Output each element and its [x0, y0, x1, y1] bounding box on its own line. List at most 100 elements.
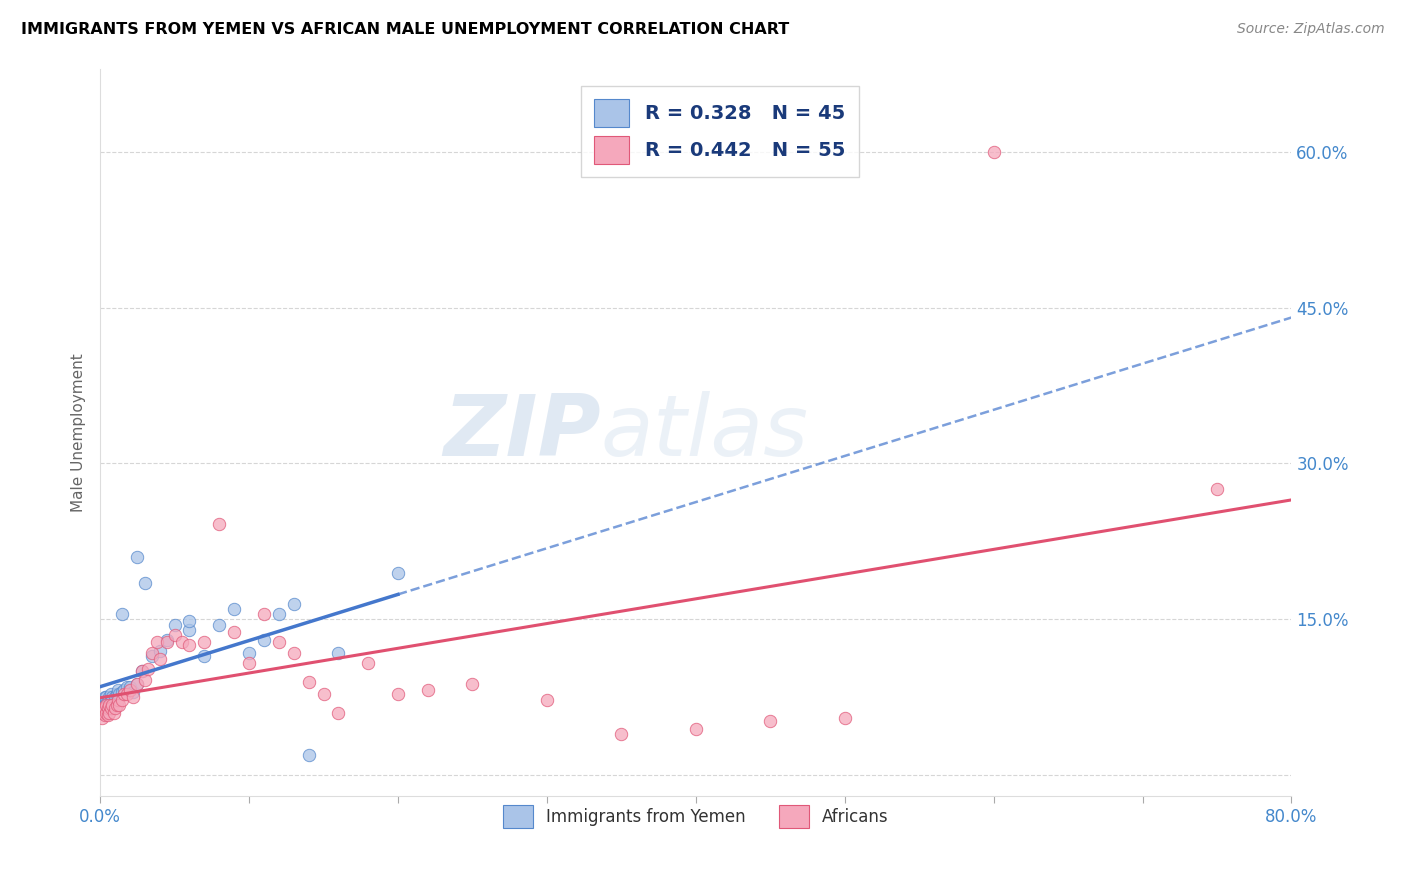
Point — [103, 696, 125, 710]
Point — [312, 687, 335, 701]
Point — [536, 693, 558, 707]
Point — [105, 687, 128, 701]
Point — [328, 706, 350, 720]
Point — [91, 700, 114, 714]
Point — [98, 706, 121, 720]
Point — [118, 683, 141, 698]
Point — [93, 708, 115, 723]
Point — [104, 700, 127, 714]
Point — [283, 597, 305, 611]
Point — [983, 145, 1005, 159]
Point — [93, 700, 115, 714]
Point — [93, 698, 115, 712]
Point — [90, 706, 112, 720]
Point — [759, 714, 782, 729]
Point — [122, 690, 145, 705]
Point — [179, 615, 201, 629]
Point — [834, 711, 856, 725]
Point — [98, 698, 121, 712]
Point — [104, 690, 127, 705]
Point — [108, 698, 131, 712]
Point — [328, 646, 350, 660]
Point — [238, 656, 260, 670]
Point — [118, 680, 141, 694]
Point — [97, 693, 120, 707]
Point — [105, 698, 128, 712]
Point — [141, 648, 163, 663]
Point — [94, 706, 117, 720]
Point — [91, 706, 114, 720]
Point — [91, 700, 114, 714]
Point — [224, 624, 246, 639]
Point — [107, 683, 129, 698]
Text: atlas: atlas — [600, 391, 808, 474]
Point — [101, 698, 124, 712]
Point — [134, 576, 156, 591]
Point — [97, 700, 120, 714]
Point — [131, 665, 153, 679]
Point — [127, 677, 149, 691]
Point — [283, 646, 305, 660]
Point — [163, 617, 186, 632]
Point — [127, 549, 149, 564]
Point — [208, 516, 231, 531]
Point — [156, 635, 179, 649]
Point — [1206, 483, 1229, 497]
Point — [156, 633, 179, 648]
Point — [136, 662, 159, 676]
Point — [90, 711, 112, 725]
Point — [111, 685, 134, 699]
Point — [112, 683, 135, 698]
Point — [101, 690, 124, 705]
Point — [98, 690, 121, 705]
Point — [387, 687, 409, 701]
Point — [145, 635, 167, 649]
Point — [131, 665, 153, 679]
Point — [127, 677, 149, 691]
Point — [179, 623, 201, 637]
Point — [100, 700, 122, 714]
Point — [163, 628, 186, 642]
Point — [224, 602, 246, 616]
Point — [122, 685, 145, 699]
Point — [179, 639, 201, 653]
Y-axis label: Male Unemployment: Male Unemployment — [72, 353, 86, 512]
Point — [387, 566, 409, 580]
Point — [149, 643, 172, 657]
Point — [141, 646, 163, 660]
Point — [610, 727, 633, 741]
Point — [100, 693, 122, 707]
Point — [111, 693, 134, 707]
Point — [108, 687, 131, 701]
Point — [267, 635, 290, 649]
Point — [253, 607, 276, 622]
Point — [208, 617, 231, 632]
Point — [94, 698, 117, 712]
Point — [103, 706, 125, 720]
Point — [193, 635, 215, 649]
Point — [94, 696, 117, 710]
Point — [461, 677, 484, 691]
Point — [93, 690, 115, 705]
Legend: Immigrants from Yemen, Africans: Immigrants from Yemen, Africans — [496, 798, 896, 835]
Point — [115, 680, 138, 694]
Point — [149, 652, 172, 666]
Text: ZIP: ZIP — [443, 391, 600, 474]
Point — [94, 690, 117, 705]
Point — [193, 648, 215, 663]
Point — [253, 633, 276, 648]
Point — [97, 708, 120, 723]
Point — [112, 687, 135, 701]
Point — [91, 696, 114, 710]
Point — [357, 656, 380, 670]
Point — [100, 687, 122, 701]
Point — [98, 696, 121, 710]
Point — [97, 698, 120, 712]
Point — [416, 683, 439, 698]
Point — [111, 607, 134, 622]
Point — [115, 687, 138, 701]
Point — [297, 674, 319, 689]
Point — [134, 673, 156, 687]
Text: IMMIGRANTS FROM YEMEN VS AFRICAN MALE UNEMPLOYMENT CORRELATION CHART: IMMIGRANTS FROM YEMEN VS AFRICAN MALE UN… — [21, 22, 789, 37]
Point — [238, 646, 260, 660]
